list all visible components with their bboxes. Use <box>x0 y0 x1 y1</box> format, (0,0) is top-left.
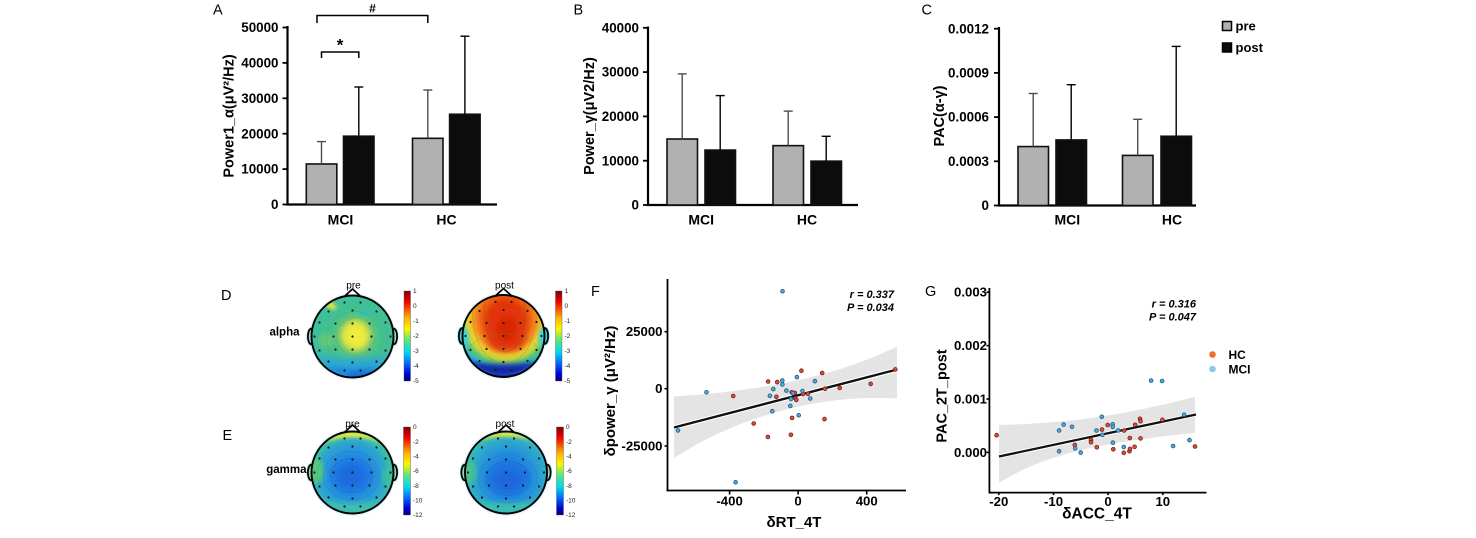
svg-text:0: 0 <box>413 424 417 431</box>
svg-text:-10: -10 <box>413 498 423 505</box>
svg-text:post: post <box>1236 40 1264 55</box>
svg-text:0.002: 0.002 <box>954 338 987 353</box>
svg-text:Power1_α(μV²/Hz): Power1_α(μV²/Hz) <box>222 54 238 178</box>
svg-text:pre: pre <box>1236 19 1256 34</box>
svg-text:-2: -2 <box>565 333 571 340</box>
svg-text:r = 0.337: r = 0.337 <box>850 289 895 301</box>
svg-text:-12: -12 <box>413 512 423 519</box>
svg-text:0.000: 0.000 <box>954 445 987 460</box>
svg-text:-2: -2 <box>566 439 572 446</box>
svg-text:0: 0 <box>565 303 569 310</box>
svg-text:1: 1 <box>565 288 569 295</box>
svg-text:-12: -12 <box>566 512 576 519</box>
svg-text:-5: -5 <box>413 378 419 385</box>
svg-text:-1: -1 <box>565 318 571 325</box>
svg-text:-6: -6 <box>566 468 572 475</box>
svg-text:gamma: gamma <box>266 464 307 476</box>
svg-text:10: 10 <box>1155 494 1170 509</box>
svg-text:-2: -2 <box>413 439 419 446</box>
svg-text:pre: pre <box>346 281 361 292</box>
svg-text:F: F <box>591 284 600 300</box>
svg-text:HC: HC <box>436 212 456 228</box>
svg-text:HC: HC <box>1229 348 1247 362</box>
svg-text:δACC_4T: δACC_4T <box>1062 506 1132 523</box>
svg-text:P = 0.034: P = 0.034 <box>847 302 894 314</box>
svg-text:20000: 20000 <box>241 126 278 141</box>
svg-text:HC: HC <box>1162 212 1182 228</box>
svg-text:0: 0 <box>655 381 662 396</box>
svg-text:MCI: MCI <box>1229 363 1251 377</box>
svg-text:*: * <box>337 36 344 55</box>
svg-text:C: C <box>922 3 932 19</box>
svg-text:D: D <box>221 288 231 304</box>
svg-text:10000: 10000 <box>602 153 639 168</box>
svg-text:0: 0 <box>413 303 417 310</box>
svg-text:δpower_γ (μV²/Hz): δpower_γ (μV²/Hz) <box>602 326 619 457</box>
svg-text:25000: 25000 <box>626 324 663 339</box>
svg-text:0: 0 <box>982 198 989 213</box>
svg-text:0.0006: 0.0006 <box>948 110 989 125</box>
svg-text:-8: -8 <box>566 483 572 490</box>
svg-text:-4: -4 <box>413 363 419 370</box>
svg-text:0.003: 0.003 <box>954 285 987 300</box>
svg-text:0: 0 <box>271 197 278 212</box>
svg-text:30000: 30000 <box>241 91 278 106</box>
svg-text:-10: -10 <box>566 498 576 505</box>
svg-text:40000: 40000 <box>241 56 278 71</box>
svg-text:E: E <box>223 428 233 444</box>
svg-text:post: post <box>496 419 515 430</box>
svg-text:P = 0.047: P = 0.047 <box>1149 312 1197 324</box>
svg-text:0.0003: 0.0003 <box>948 154 989 169</box>
svg-text:alpha: alpha <box>269 327 300 339</box>
svg-text:0: 0 <box>1104 494 1111 509</box>
svg-text:50000: 50000 <box>241 20 278 35</box>
svg-text:20000: 20000 <box>602 109 639 124</box>
svg-text:1: 1 <box>413 288 417 295</box>
svg-text:-4: -4 <box>565 363 571 370</box>
svg-text:MCI: MCI <box>688 212 714 228</box>
svg-text:-2: -2 <box>413 333 419 340</box>
svg-text:-6: -6 <box>413 468 419 475</box>
svg-text:-8: -8 <box>413 483 419 490</box>
svg-text:post: post <box>495 281 514 292</box>
svg-text:MCI: MCI <box>328 212 354 228</box>
svg-text:0.001: 0.001 <box>954 392 987 407</box>
svg-text:#: # <box>369 2 376 16</box>
svg-text:0: 0 <box>632 198 639 213</box>
svg-text:-3: -3 <box>413 348 419 355</box>
svg-text:0.0012: 0.0012 <box>948 21 989 36</box>
svg-text:HC: HC <box>797 212 817 228</box>
svg-text:-20: -20 <box>989 494 1008 509</box>
svg-text:B: B <box>574 3 584 19</box>
svg-text:0: 0 <box>566 424 570 431</box>
svg-text:-4: -4 <box>413 454 419 461</box>
svg-text:400: 400 <box>856 494 878 509</box>
svg-text:-25000: -25000 <box>621 439 662 454</box>
svg-text:G: G <box>925 284 936 300</box>
svg-text:-4: -4 <box>566 454 572 461</box>
svg-text:MCI: MCI <box>1054 212 1080 228</box>
svg-text:10000: 10000 <box>241 162 278 177</box>
svg-text:-1: -1 <box>413 318 419 325</box>
svg-text:-3: -3 <box>565 348 571 355</box>
svg-text:40000: 40000 <box>602 20 639 35</box>
svg-text:0: 0 <box>794 494 801 509</box>
svg-text:PAC(α-γ): PAC(α-γ) <box>932 85 948 146</box>
svg-text:r = 0.316: r = 0.316 <box>1152 299 1197 311</box>
svg-text:PAC_2T_post: PAC_2T_post <box>935 349 951 442</box>
svg-text:-5: -5 <box>565 378 571 385</box>
svg-text:0.0009: 0.0009 <box>948 66 989 81</box>
svg-text:δRT_4T: δRT_4T <box>767 514 822 531</box>
svg-text:A: A <box>213 3 223 19</box>
svg-text:-400: -400 <box>716 494 742 509</box>
svg-text:Power_γ(μV2/Hz): Power_γ(μV2/Hz) <box>582 57 598 175</box>
svg-text:-10: -10 <box>1044 494 1063 509</box>
svg-text:30000: 30000 <box>602 65 639 80</box>
